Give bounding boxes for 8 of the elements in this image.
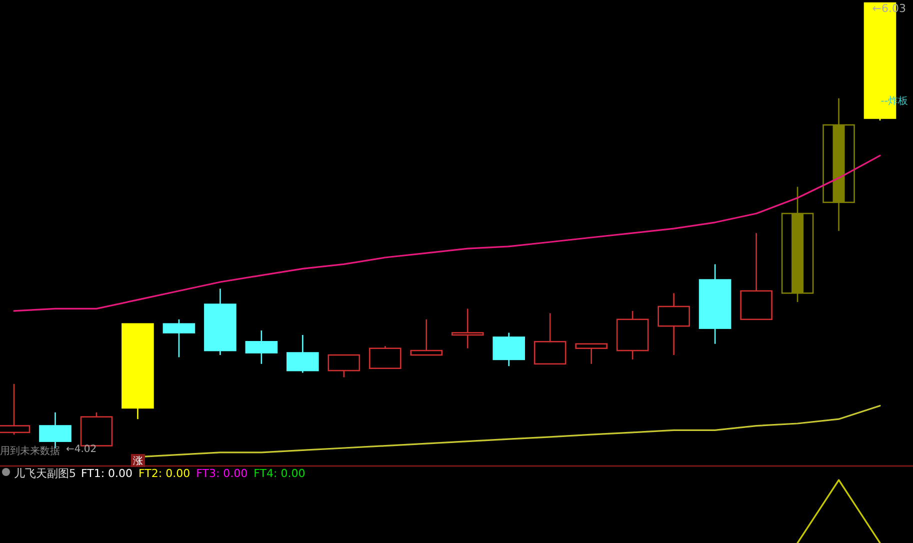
- text: 涨: [133, 455, 143, 467]
- annotation: FT4: 0.00: [254, 467, 306, 480]
- annotation: FT2: 0.00: [138, 467, 190, 480]
- annotation: 用到未来数据: [0, 445, 60, 457]
- annotation: FT3: 0.00: [196, 467, 248, 480]
- annotation: ←4.02: [66, 444, 97, 455]
- chart-title: 儿飞天副图5: [14, 467, 76, 480]
- annotation: FT1: 0.00: [81, 467, 133, 480]
